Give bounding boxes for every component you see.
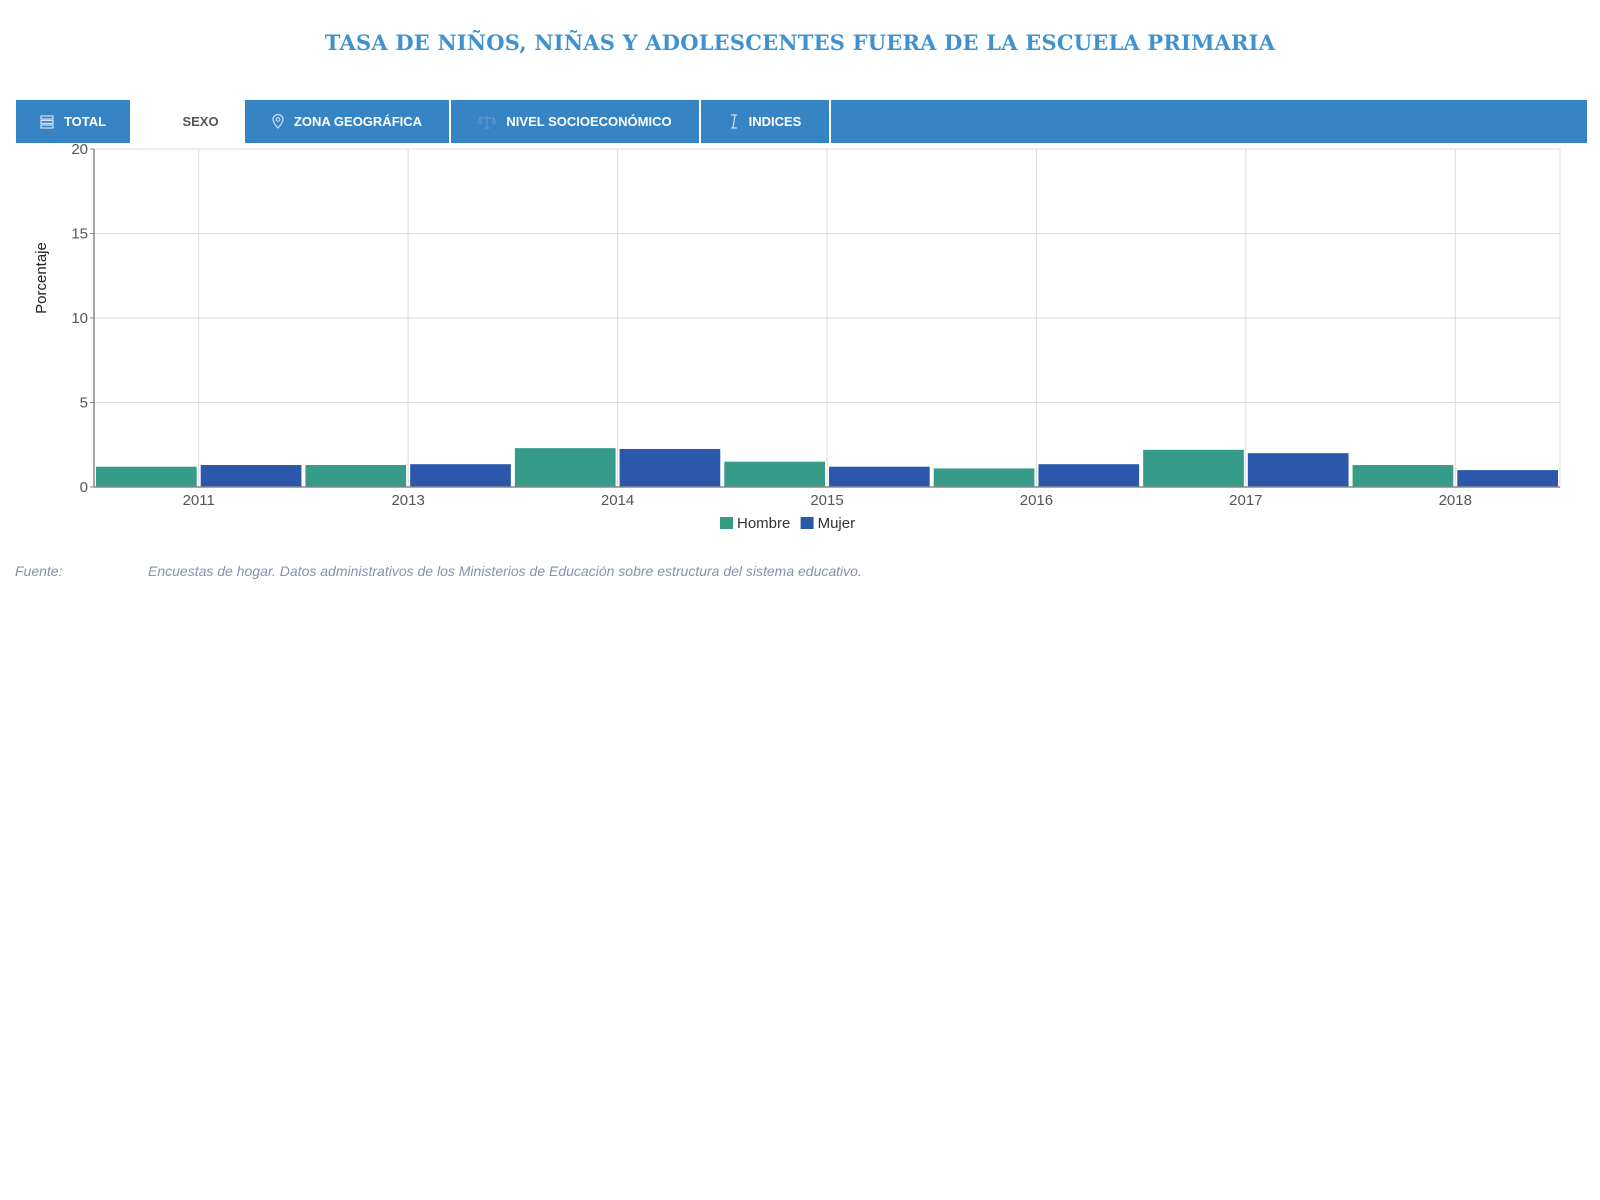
x-tick-label: 2013 [391,492,424,509]
bar-chart: 0 5 10 15 20 2011 2013 2014 2015 2016 2017 2018 Porc… [33,141,1561,532]
tab-sexo-label: SEXO [182,114,219,129]
tab-nivel-socioeconomico[interactable]: NIVEL SOCIOECONÓMICO [451,100,701,143]
bar-hombre-2015 [724,461,825,487]
y-tick-label: 0 [80,479,88,496]
bar-mujer-2018 [1457,470,1558,487]
tab-total-label: TOTAL [63,114,107,129]
x-tick-label: 2017 [1229,492,1262,509]
y-tick-label: 20 [71,141,88,158]
bar-mujer-2017 [1247,453,1349,487]
bar-hombre-2018 [1352,465,1454,487]
tab-nivel-socioeconomico-label: NIVEL SOCIOECONÓMICO [506,114,672,129]
tab-zona-geografica-label: ZONA GEOGRÁFICA [293,114,423,129]
bar-mujer-2013 [410,464,511,487]
scale-icon [478,114,497,130]
source-text: Encuestas de hogar. Datos administrativo… [148,563,862,579]
legend-label-hombre: Hombre [737,515,790,532]
tab-total[interactable]: TOTAL [16,100,132,143]
source-label: Fuente: [15,563,63,579]
x-tick-label: 2016 [1020,492,1053,509]
x-tick-label: 2018 [1439,492,1472,509]
y-tick-label: 5 [80,395,88,412]
gender-icon [158,115,172,129]
legend-swatch-hombre [720,517,733,529]
x-tick-label: 2014 [601,492,634,509]
tab-bar: TOTAL SEXO ZONA GEOGRÁFICA NIVEL SOCIOEC… [16,100,1587,143]
list-icon [40,114,54,129]
bar-mujer-2016 [1038,464,1140,487]
tab-zona-geografica[interactable]: ZONA GEOGRÁFICA [245,100,451,143]
y-tick-label: 15 [71,226,88,243]
bar-mujer-2014 [619,448,721,487]
tab-indices[interactable]: INDICES [701,100,831,143]
page-title: TASA DE NIÑOS, NIÑAS Y ADOLESCENTES FUER… [324,30,1276,55]
map-pin-icon [272,114,284,129]
tab-indices-label: INDICES [748,114,802,129]
bar-hombre-2016 [933,468,1035,487]
y-axis-label: Porcentaje [33,242,50,314]
bar-mujer-2011 [200,465,302,487]
tab-sexo[interactable]: SEXO [132,100,245,143]
y-tick-label: 10 [71,310,88,327]
x-tick-label: 2015 [810,492,843,509]
legend-label-mujer: Mujer [818,515,856,532]
bar-hombre-2011 [96,466,197,487]
bar-hombre-2017 [1143,449,1244,487]
bar-hombre-2014 [514,448,616,487]
text-cursor-icon [729,114,739,129]
bar-hombre-2013 [305,465,407,487]
x-tick-label: 2011 [183,492,215,509]
legend-swatch-mujer [800,517,814,529]
bar-mujer-2015 [829,466,930,487]
